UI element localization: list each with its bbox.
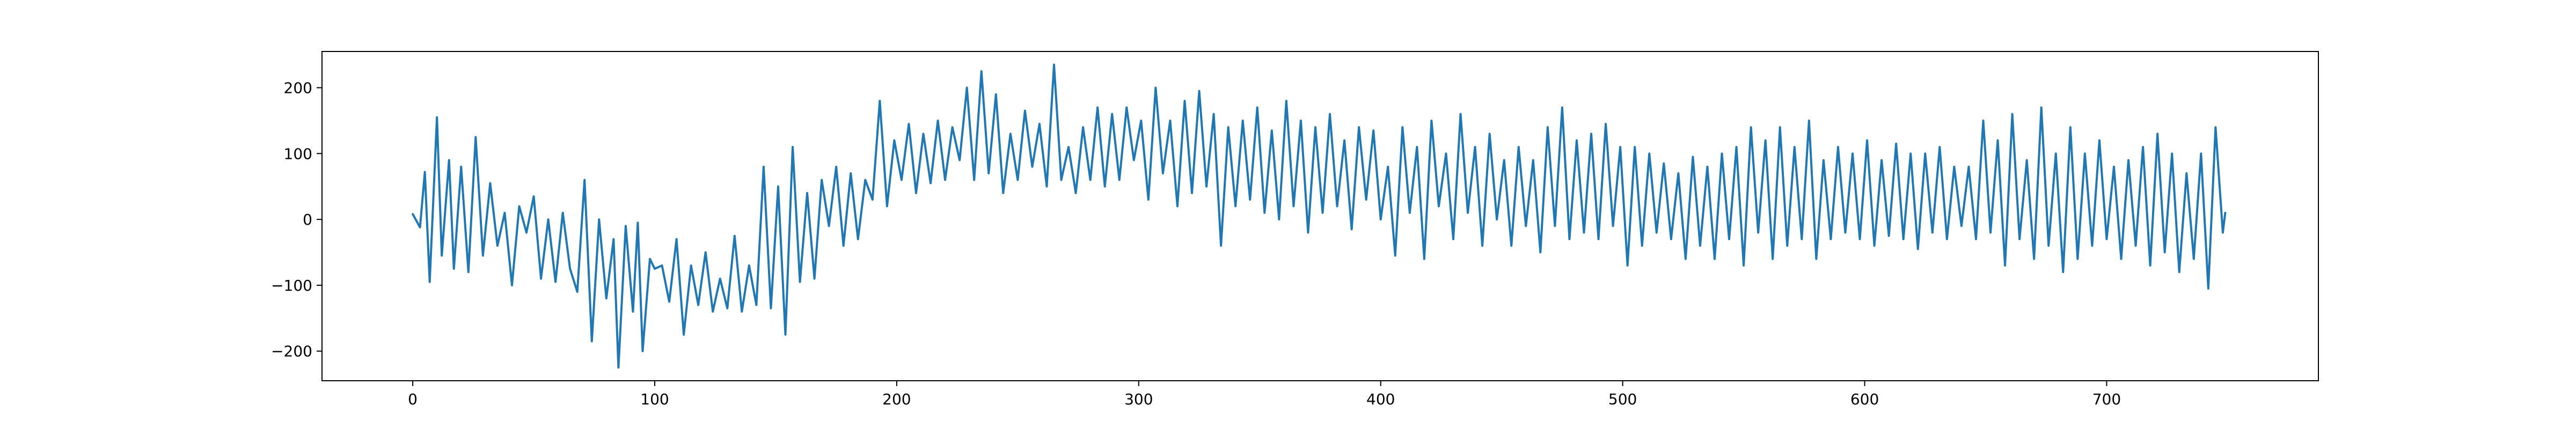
x-tick-label: 100 (640, 390, 669, 408)
y-tick-label: 200 (284, 79, 312, 97)
y-tick-label: −200 (271, 343, 312, 360)
axes-frame (321, 51, 2319, 381)
x-tick-label: 0 (408, 390, 418, 408)
x-tick-label: 500 (1608, 390, 1637, 408)
x-tick-label: 700 (2092, 390, 2121, 408)
y-tick-label: 100 (284, 145, 312, 162)
y-tick-label: −100 (271, 277, 312, 294)
plot-area (412, 63, 2227, 369)
x-tick-label: 200 (882, 390, 911, 408)
series-line (412, 63, 2227, 369)
x-axis: 0 100 200 300 400 500 600 700 (408, 381, 2121, 408)
x-tick-label: 600 (1850, 390, 1879, 408)
x-tick-label: 400 (1366, 390, 1395, 408)
y-axis: −200 −100 0 100 200 (271, 79, 322, 360)
y-tick-label: 0 (303, 211, 312, 228)
x-tick-label: 300 (1124, 390, 1153, 408)
